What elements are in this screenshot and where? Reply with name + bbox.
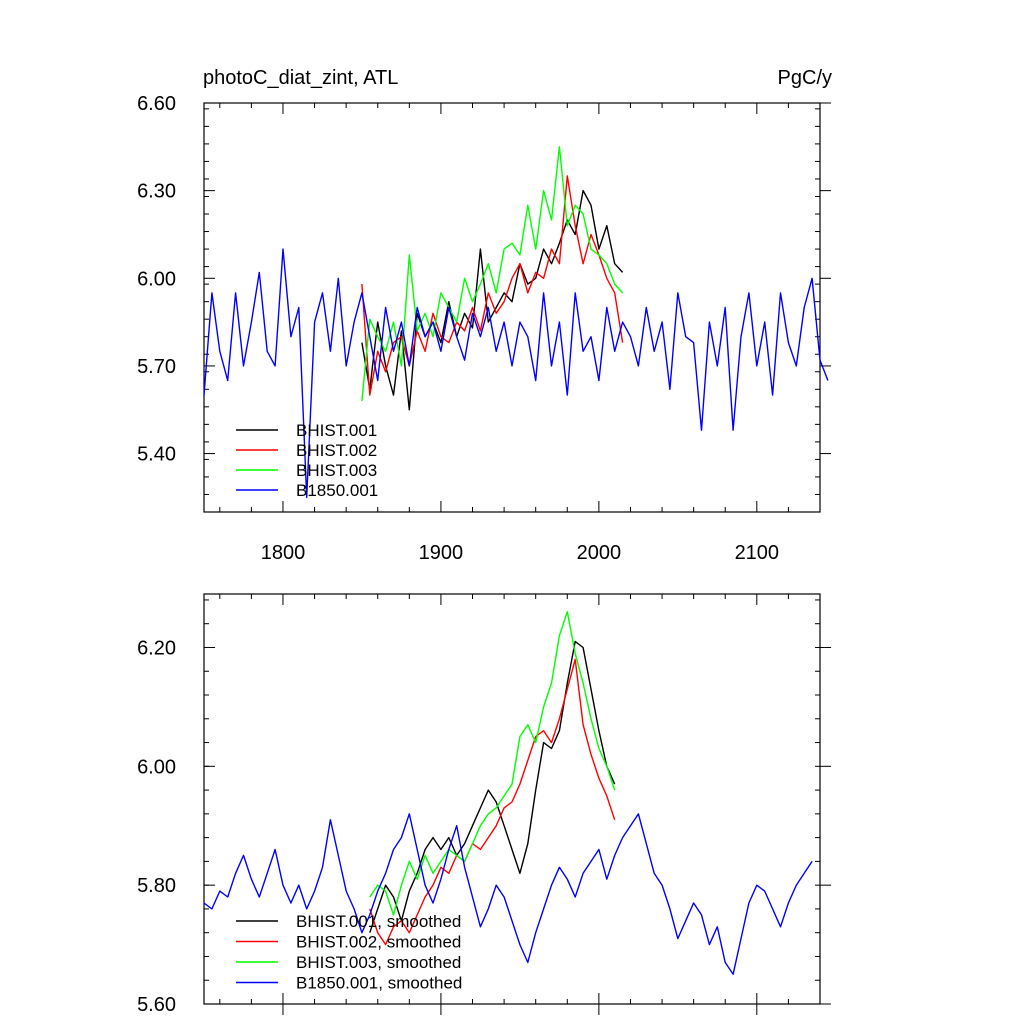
y-tick-label: 6.00 — [137, 756, 176, 778]
y-tick-label: 5.60 — [137, 994, 176, 1016]
chart-title-left: photoC_diat_zint, ATL — [203, 67, 398, 89]
x-tick-label: 1900 — [419, 542, 464, 564]
y-tick-label: 6.20 — [137, 637, 176, 659]
legend-label-bhist-002-smoothed: BHIST.002, smoothed — [296, 933, 461, 952]
legend-label-b1850-001-smoothed: B1850.001, smoothed — [296, 974, 462, 993]
legend-label-bhist-002: BHIST.002 — [296, 441, 377, 460]
legend-label-bhist-003-smoothed: BHIST.003, smoothed — [296, 953, 461, 972]
x-tick-label: 1800 — [261, 542, 306, 564]
y-tick-label: 6.00 — [137, 268, 176, 290]
x-tick-label: 2100 — [735, 542, 780, 564]
y-tick-label: 6.60 — [137, 93, 176, 115]
series-line-bhist-002-smoothed — [369, 658, 616, 946]
plot-frame — [203, 593, 821, 1005]
panel-2: 6.20 6.00 5.80 5.60 BHIST.001, smoothed BHIST… — [137, 593, 831, 1016]
legend-label-bhist-003: BHIST.003 — [296, 461, 377, 480]
series-line-bhist-003-smoothed — [369, 611, 616, 916]
legend-label-b1850-001: B1850.001 — [296, 481, 378, 500]
y-tick-label: 5.40 — [137, 444, 176, 466]
chart-title-right: PgC/y — [778, 67, 832, 89]
panel-1: 1800 1900 2000 2100 6.60 6.30 6.00 5.70 5.40 BHIS… — [137, 93, 831, 564]
series-line-bhist-001 — [361, 189, 624, 411]
series-line-bhist-002 — [361, 175, 624, 396]
y-tick-label: 6.30 — [137, 181, 176, 203]
series-line-bhist-003 — [361, 146, 624, 402]
series-line-b1850-001 — [203, 248, 829, 499]
legend-label-bhist-001-smoothed: BHIST.001, smoothed — [296, 912, 461, 931]
x-tick-label: 2000 — [577, 542, 622, 564]
plot-frame — [203, 102, 821, 513]
series-line-b1850-001-smoothed — [203, 813, 813, 975]
y-tick-label: 5.70 — [137, 356, 176, 378]
y-tick-label: 5.80 — [137, 875, 176, 897]
legend-label-bhist-001: BHIST.001 — [296, 421, 377, 440]
